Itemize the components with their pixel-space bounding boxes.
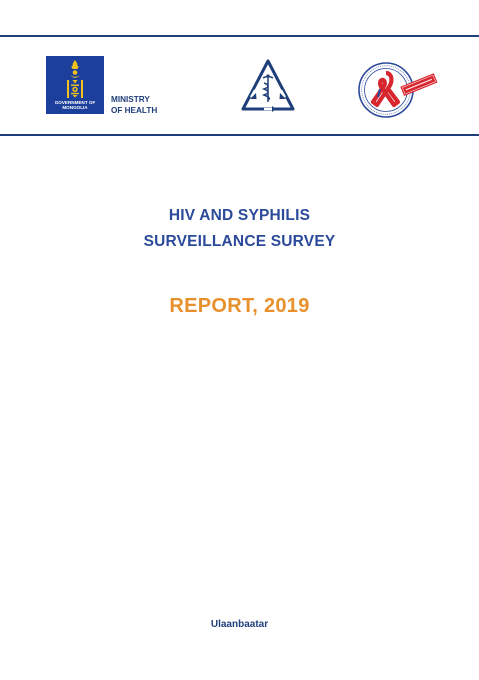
report-title-line1: HIV AND SYPHILIS	[168, 207, 311, 224]
ministry-line2: OF HEALTH	[111, 105, 158, 115]
ministry-line1: MINISTRY	[111, 95, 150, 104]
publication-city: Ulaanbaatar	[210, 619, 269, 630]
triangle-caduceus-icon	[241, 59, 295, 112]
government-caption-line1: GOVERNMENT OF	[54, 100, 96, 105]
ministry-name: MINISTRY OF HEALTH	[111, 95, 157, 116]
header-divider	[0, 134, 479, 136]
top-divider	[0, 35, 479, 37]
government-caption-line2: MONGOLIA	[62, 105, 88, 110]
report-title-line2: SURVEILLANCE SURVEY	[143, 233, 336, 250]
soyombo-emblem-icon	[67, 60, 83, 98]
government-logo: GOVERNMENT OF MONGOLIA	[46, 56, 104, 114]
report-year: REPORT, 2019	[169, 295, 310, 317]
aids-ribbon-seal-icon	[358, 62, 438, 118]
